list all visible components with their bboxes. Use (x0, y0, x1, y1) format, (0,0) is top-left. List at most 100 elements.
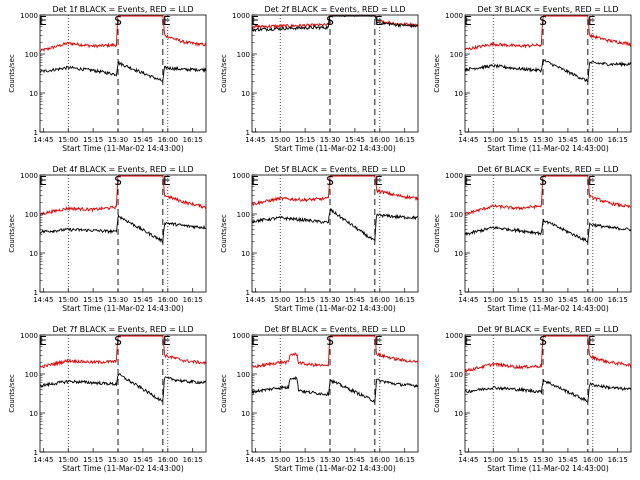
plot-frame (251, 174, 419, 293)
x-tick-label: 14:45 (245, 296, 265, 304)
chart-title: Det 2f BLACK = Events, RED = LLD (264, 5, 405, 14)
x-tick-label: 16:00 (370, 456, 390, 464)
x-tick-label: 15:45 (133, 136, 153, 144)
x-tick-label: 16:00 (158, 296, 178, 304)
x-tick-label: 16:00 (370, 136, 390, 144)
series-line (39, 214, 207, 244)
x-axis-label: Start Time (11-Mar-02 14:43:00) (62, 144, 184, 153)
plot-frame (464, 334, 632, 453)
marker-label: E (464, 334, 472, 348)
series-line (464, 218, 632, 243)
x-tick-label: 15:30 (108, 136, 128, 144)
x-axis-label: Start Time (11-Mar-02 14:43:00) (487, 144, 609, 153)
x-tick-label: 15:00 (270, 136, 290, 144)
x-tick-label: 15:45 (133, 296, 153, 304)
y-tick-label: 1000 (232, 332, 250, 340)
y-tick-label: 1000 (232, 12, 250, 20)
y-axis-label: Counts/sec (220, 54, 228, 93)
plot-frame (39, 174, 207, 293)
x-tick-label: 14:45 (458, 296, 478, 304)
y-tick-label: 1000 (20, 12, 38, 20)
marker-label: S (539, 174, 547, 188)
chart-title: Det 4f BLACK = Events, RED = LLD (52, 165, 193, 174)
x-tick-label: 15:45 (345, 456, 365, 464)
y-tick-label: 100 (25, 51, 38, 59)
y-tick-label: 1 (246, 449, 250, 457)
x-tick-label: 14:45 (33, 136, 53, 144)
chart-title: Det 5f BLACK = Events, RED = LLD (264, 165, 405, 174)
plot-frame (251, 14, 419, 133)
marker-label: S (326, 14, 334, 28)
y-tick-label: 10 (241, 90, 250, 98)
marker-label: S (114, 334, 122, 348)
y-axis-label: Counts/sec (8, 374, 16, 413)
marker-label: S (326, 334, 334, 348)
x-tick-label: 16:00 (583, 296, 603, 304)
x-tick-label: 14:45 (245, 136, 265, 144)
y-tick-label: 1 (459, 449, 463, 457)
x-tick-label: 15:15 (508, 136, 528, 144)
plot-frame (251, 334, 419, 453)
plot-frame (39, 334, 207, 453)
chart-title: Det 7f BLACK = Events, RED = LLD (52, 325, 193, 334)
y-axis-label: Counts/sec (220, 214, 228, 253)
y-tick-label: 10 (454, 410, 463, 418)
series-line (464, 59, 632, 83)
x-tick-label: 15:15 (83, 296, 103, 304)
series-line (464, 335, 632, 374)
x-tick-label: 15:30 (108, 296, 128, 304)
series-line (39, 60, 207, 82)
y-tick-label: 10 (454, 250, 463, 258)
marker-label: E (39, 174, 47, 188)
chart-title: Det 6f BLACK = Events, RED = LLD (477, 165, 618, 174)
marker-label: E (464, 174, 472, 188)
y-tick-label: 100 (25, 371, 38, 379)
x-tick-label: 15:45 (345, 136, 365, 144)
y-tick-label: 10 (241, 250, 250, 258)
marker-label: E (588, 334, 596, 348)
y-tick-label: 1 (459, 129, 463, 137)
x-tick-label: 16:15 (183, 456, 203, 464)
chart-title: Det 1f BLACK = Events, RED = LLD (52, 5, 193, 14)
y-tick-label: 10 (241, 410, 250, 418)
series-line (464, 378, 632, 403)
x-axis-label: Start Time (11-Mar-02 14:43:00) (274, 464, 396, 473)
x-tick-label: 16:00 (583, 136, 603, 144)
y-tick-label: 100 (25, 211, 38, 219)
y-tick-label: 1 (34, 289, 38, 297)
y-tick-label: 10 (454, 90, 463, 98)
x-tick-label: 15:45 (558, 136, 578, 144)
y-tick-label: 1000 (20, 172, 38, 180)
x-tick-label: 14:45 (33, 296, 53, 304)
marker-label: E (163, 14, 171, 28)
plot-frame (464, 14, 632, 133)
y-tick-label: 100 (237, 371, 250, 379)
x-tick-label: 16:00 (370, 296, 390, 304)
marker-label: E (251, 174, 259, 188)
x-tick-label: 15:30 (533, 136, 553, 144)
marker-label: S (539, 14, 547, 28)
y-axis-label: Counts/sec (8, 54, 16, 93)
x-tick-label: 15:30 (320, 456, 340, 464)
y-tick-label: 100 (237, 51, 250, 59)
marker-label: S (114, 174, 122, 188)
y-tick-label: 10 (29, 250, 38, 258)
y-tick-label: 1 (34, 129, 38, 137)
x-tick-label: 16:15 (608, 456, 628, 464)
x-tick-label: 15:00 (483, 296, 503, 304)
x-tick-label: 15:30 (320, 296, 340, 304)
series-line (39, 15, 207, 53)
x-tick-label: 15:45 (133, 456, 153, 464)
x-axis-label: Start Time (11-Mar-02 14:43:00) (274, 144, 396, 153)
x-tick-label: 15:00 (58, 136, 78, 144)
marker-label: S (326, 174, 334, 188)
series-line (39, 335, 207, 369)
marker-label: E (464, 14, 472, 28)
x-tick-label: 16:00 (158, 456, 178, 464)
x-axis-label: Start Time (11-Mar-02 14:43:00) (62, 464, 184, 473)
x-tick-label: 15:30 (320, 136, 340, 144)
x-tick-label: 15:00 (58, 456, 78, 464)
